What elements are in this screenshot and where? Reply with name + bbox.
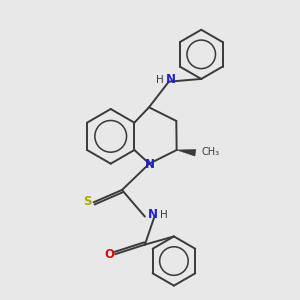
Text: O: O (104, 248, 114, 261)
Text: H: H (160, 210, 167, 220)
Text: N: N (166, 74, 176, 86)
Text: H: H (156, 75, 164, 85)
Text: N: N (147, 208, 158, 221)
Polygon shape (177, 149, 196, 156)
Text: N: N (145, 158, 155, 170)
Text: S: S (84, 195, 92, 208)
Text: CH₃: CH₃ (202, 147, 220, 157)
